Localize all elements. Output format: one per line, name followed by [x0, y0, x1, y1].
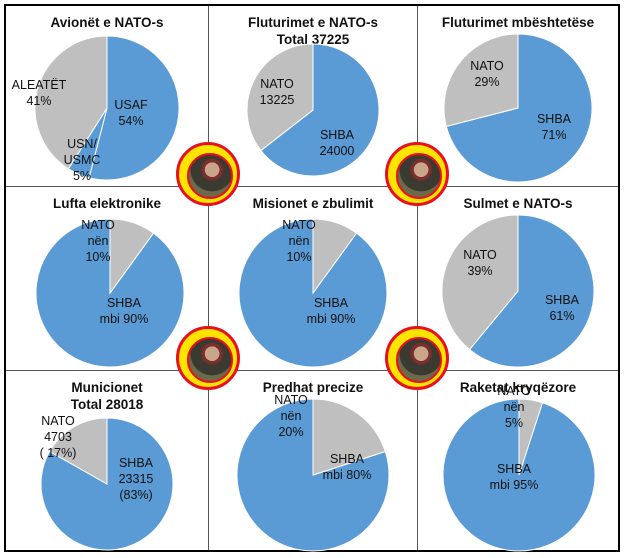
pie-slice	[109, 218, 155, 295]
pie-chart: SHBA mbi 95% NATO nën 5%	[442, 384, 596, 552]
pie-slice-label: NATO nën 5%	[497, 384, 531, 430]
pie-slice	[445, 33, 593, 183]
pie-slice	[443, 33, 519, 128]
chart-cell-raketat-kryqezore: Raketat kryqëzore SHBA mbi 95% NATO nën 5%	[418, 371, 618, 552]
chart-title: Sulmet e NATO-s	[463, 196, 573, 211]
pie-slice-label: SHBA mbi 95%	[490, 462, 539, 492]
pie-slice	[48, 417, 108, 485]
pie-slice-label: NATO nën 10%	[81, 218, 115, 264]
chart-title: Fluturimet e NATO-s Total 37225	[247, 15, 378, 47]
soldier-emblem-icon	[187, 153, 233, 199]
pie-slice-label: USAF 54%	[114, 98, 148, 128]
chart-cell-misionet-zbulimit: Misionet e zbulimit SHBA mbi 90% NATO nën 10…	[209, 187, 417, 370]
pie-slice	[246, 43, 314, 152]
pie-slice	[312, 218, 358, 295]
pie-slice-label: SHBA mbi 90%	[100, 296, 149, 326]
grid-divider-v1	[208, 6, 209, 550]
chart-cell-municionet: Municionet Total 28018 SHBA 23315 (83%) NAT…	[6, 371, 208, 551]
chart-title: Misionet e zbulimit	[252, 196, 374, 211]
pie-slice-label: NATO 4703( 17%)	[40, 414, 77, 460]
emblem-badge	[385, 326, 449, 390]
chart-title: Predhat precize	[262, 380, 364, 395]
pie-slice-label: SHBA mbi 80%	[323, 452, 372, 482]
chart-cell-sulmet: Sulmet e NATO-s SHBA 61% NATO 39%	[418, 187, 618, 370]
emblem-badge	[176, 142, 240, 206]
pie-chart: SHBA 23315 (83%) NATO 4703( 17%)	[40, 414, 174, 551]
emblem-badge	[176, 326, 240, 390]
chart-title: Fluturimet mbështetëse	[441, 15, 595, 30]
pie-slice-label: NATO nën 10%	[282, 218, 316, 264]
chart-cell-mbeshtetese: Fluturimet mbështetëse SHBA 71% NATO 29%	[418, 6, 618, 186]
pie-slice-label: SHBA mbi 90%	[307, 296, 356, 326]
pie-slice	[260, 43, 380, 177]
pie-slice-label: SHBA 24000	[320, 128, 355, 158]
chart-title: Avionët e NATO-s	[50, 15, 164, 30]
pie-slice-label: SHBA 61%	[545, 293, 580, 323]
pie-slice	[88, 35, 180, 181]
soldier-emblem-icon	[187, 337, 233, 383]
emblem-badge	[385, 142, 449, 206]
pie-slice-label: USN/USMC 5%	[64, 137, 101, 183]
pie-slice	[40, 417, 174, 551]
grid-divider-v2	[417, 6, 418, 550]
soldier-emblem-icon	[396, 337, 442, 383]
pie-slice	[468, 214, 595, 368]
pie-slice	[312, 398, 386, 476]
pie-slice-label: NATO 29%	[470, 59, 504, 89]
pie-chart: SHBA 61% NATO 39%	[441, 214, 595, 368]
pie-chart: USAF 54% USN/USMC 5% ALEATËT 41%	[12, 35, 180, 183]
chart-cell-fluturimet: Fluturimet e NATO-s Total 37225 SHBA 2400…	[209, 6, 417, 186]
chart-title: Municionet Total 28018	[70, 380, 144, 412]
soldier-emblem-icon	[396, 153, 442, 199]
pie-chart: SHBA 71% NATO 29%	[443, 33, 593, 183]
pie-chart: SHBA 24000 NATO 13225	[246, 43, 380, 177]
pie-slice-label: SHBA 71%	[537, 112, 572, 142]
pie-chart: SHBA mbi 90% NATO nën 10%	[35, 218, 185, 368]
pie-chart: SHBA mbi 80% NATO nën 20%	[236, 393, 390, 552]
grid-divider-h1	[6, 186, 618, 187]
chart-cell-lufta-elektronike: Lufta elektronike SHBA mbi 90% NATO nën 10%	[6, 187, 208, 370]
pie-slice	[34, 35, 108, 170]
pie-slice-label: NATO 39%	[463, 248, 497, 278]
pie-slice	[518, 398, 544, 476]
pie-slice	[441, 214, 519, 351]
chart-title: Lufta elektronike	[52, 196, 162, 211]
pie-slice-label: ALEATËT 41%	[12, 78, 67, 108]
pie-slice-label: NATO nën 20%	[274, 393, 308, 439]
grid-divider-h2	[6, 370, 618, 371]
pie-slice-label: NATO 13225	[260, 77, 295, 107]
chart-title: Raketat kryqëzore	[459, 380, 577, 395]
pie-slice-label: SHBA 23315 (83%)	[119, 456, 154, 502]
pie-chart: SHBA mbi 90% NATO nën 10%	[238, 218, 388, 368]
chart-cell-aviones: Avionët e NATO-s USAF 54% USN/USMC 5% ALEATË…	[6, 6, 208, 186]
chart-cell-predhat-precize: Predhat precize SHBA mbi 80% NATO nën 20%	[209, 371, 417, 552]
